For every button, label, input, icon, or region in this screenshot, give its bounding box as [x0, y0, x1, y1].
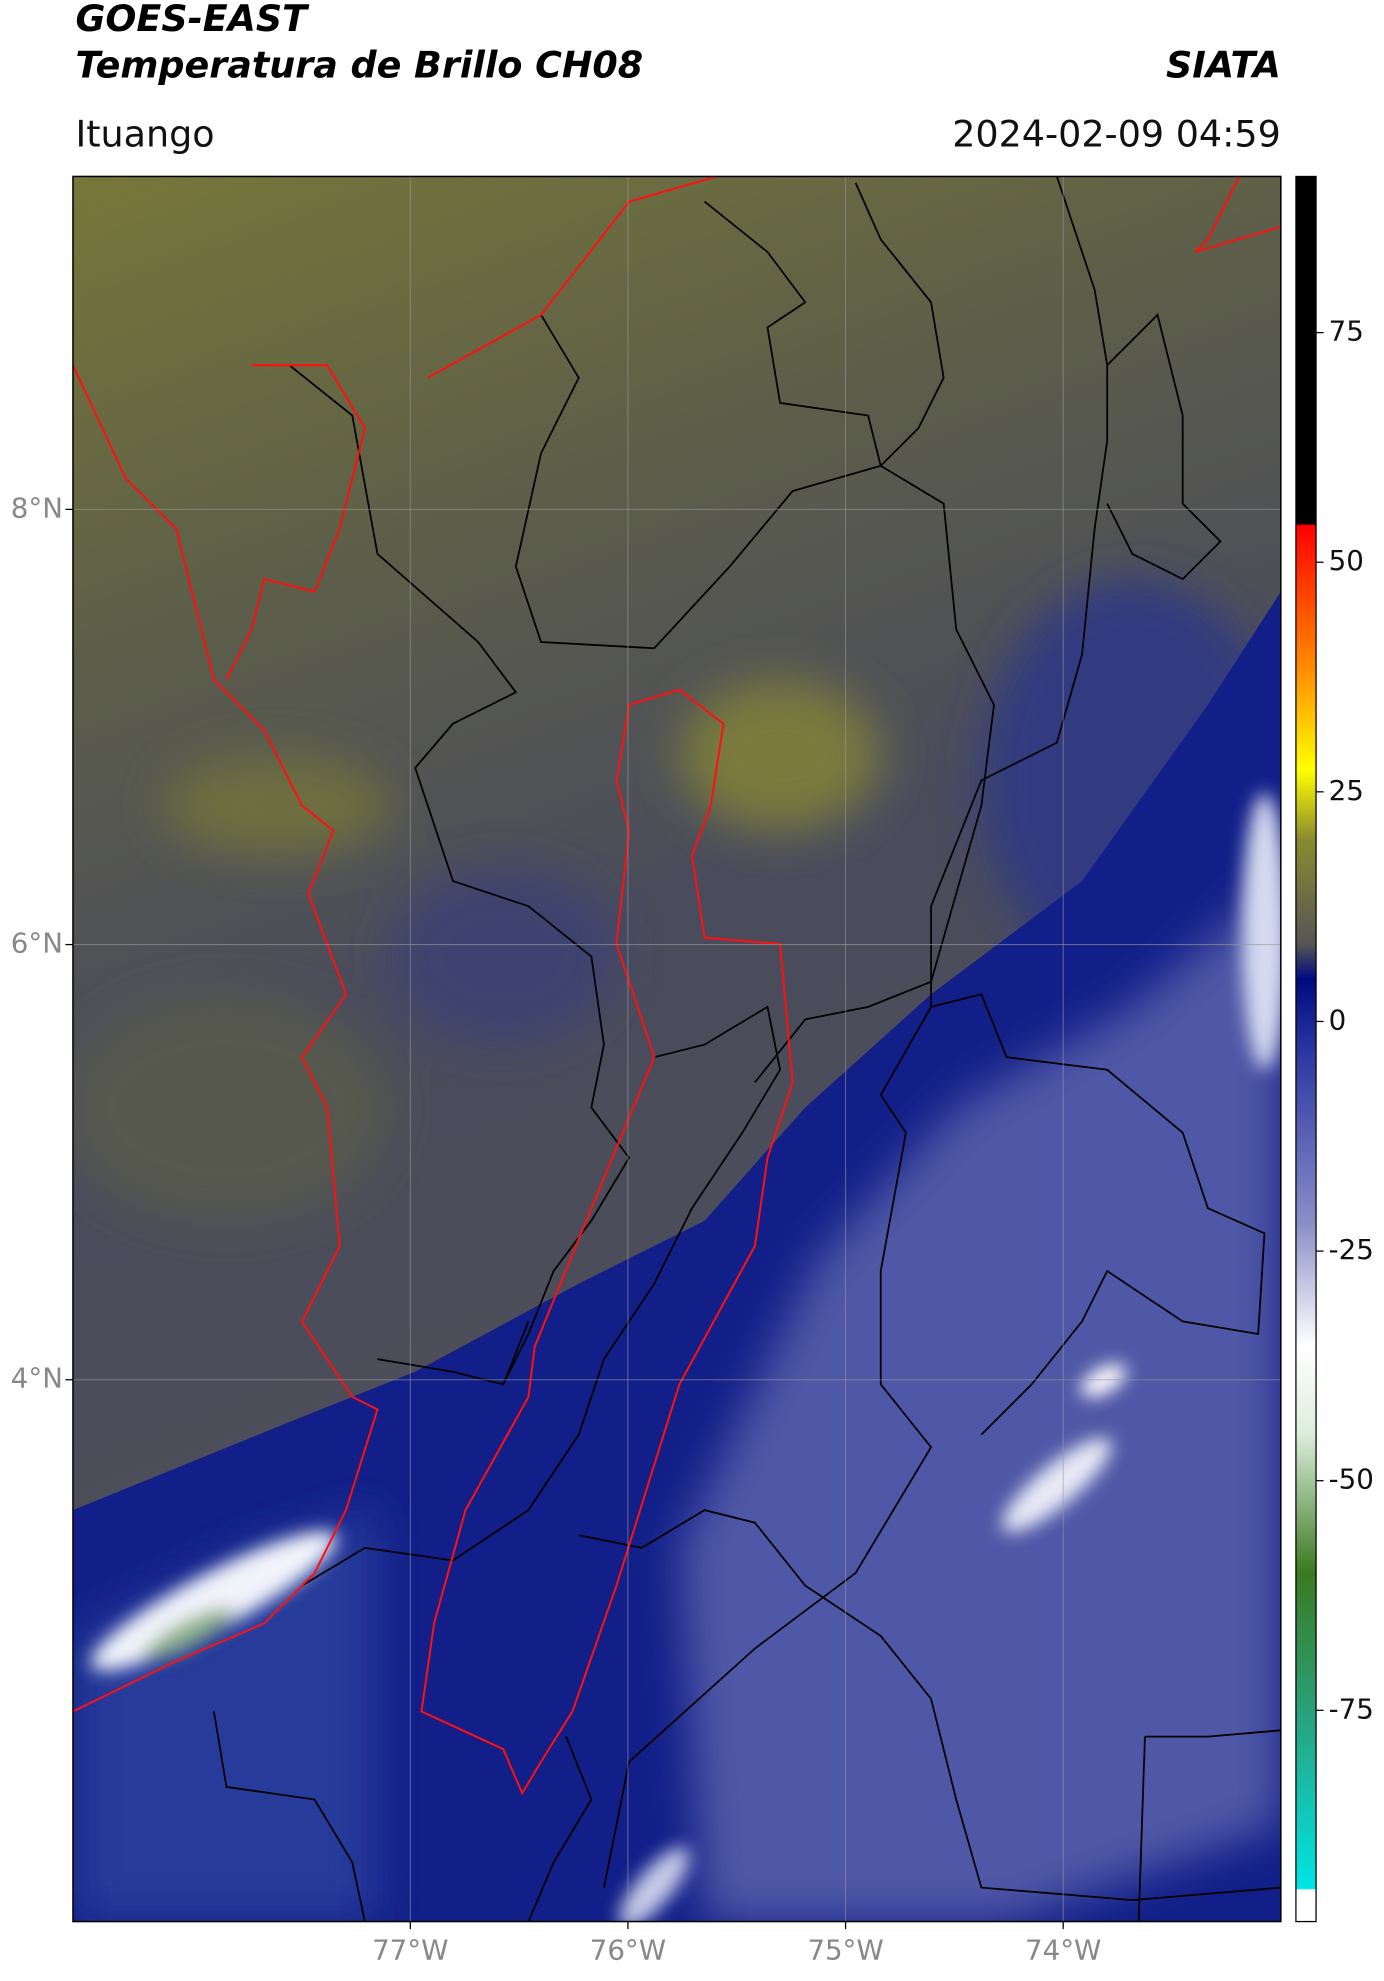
lat-tick-label: 8°N: [11, 491, 63, 524]
title: GOES-EAST: [75, 0, 310, 40]
timestamp: 2024-02-09 04:59: [952, 113, 1281, 156]
colorbar-tick-label: 50: [1329, 544, 1364, 577]
colorbar-tick-label: 25: [1329, 774, 1364, 807]
lon-tick-label: 74°W: [1025, 1934, 1101, 1967]
source: SIATA: [1166, 43, 1281, 86]
graticule: [72, 176, 1281, 1922]
colorbar-tick-label: -75: [1329, 1692, 1374, 1725]
colorbar-tick-label: -50: [1329, 1463, 1374, 1496]
colorbar-tick-label: 75: [1329, 315, 1364, 348]
lon-tick-label: 76°W: [590, 1934, 666, 1967]
lon-tick-label: 75°W: [807, 1934, 883, 1967]
subtitle: Temperatura de Brillo CH08: [75, 43, 643, 86]
colorbar-tick-label: -25: [1329, 1233, 1374, 1266]
colorbar: [1295, 175, 1317, 1923]
map-frame: [72, 175, 1282, 1923]
location: Ituango: [75, 113, 214, 156]
lat-tick-label: 6°N: [11, 927, 63, 960]
colorbar-tick-label: 0: [1329, 1003, 1347, 1036]
lon-tick-label: 77°W: [372, 1934, 448, 1967]
lat-tick-label: 4°N: [11, 1362, 63, 1395]
map-image: [72, 176, 1281, 1922]
